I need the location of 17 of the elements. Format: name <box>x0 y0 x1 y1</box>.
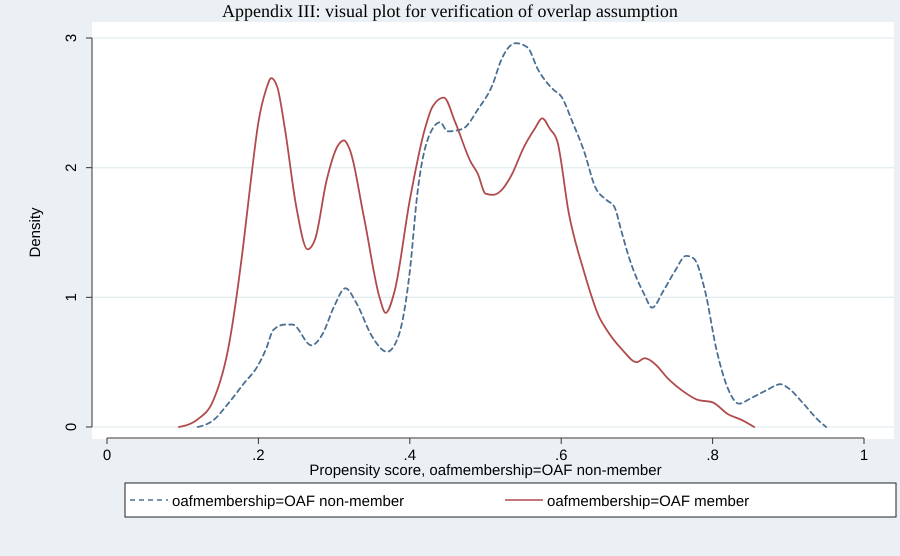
y-tick-label: 3 <box>63 34 80 42</box>
x-axis-title: Propensity score, oafmembership=OAF non-member <box>309 462 662 479</box>
y-axis-title: Density <box>27 207 44 258</box>
x-tick-label: .4 <box>404 447 416 464</box>
y-tick-label: 1 <box>63 293 80 302</box>
y-tick-label: 0 <box>63 422 80 432</box>
x-tick-label: .6 <box>554 447 568 464</box>
line-series <box>178 77 756 428</box>
x-tick-label: .2 <box>252 447 265 464</box>
line-series <box>196 42 828 428</box>
x-tick-label: .8 <box>706 447 719 464</box>
x-tick-label: 0 <box>102 447 112 464</box>
legend-label: oafmembership=OAF member <box>547 493 750 510</box>
legend-label: oafmembership=OAF non-member <box>172 493 404 510</box>
x-tick-label: 1 <box>860 447 868 464</box>
chart-title: Appendix III: visual plot for verification of overlap assumption <box>222 0 678 21</box>
y-tick-label: 2 <box>63 163 80 172</box>
